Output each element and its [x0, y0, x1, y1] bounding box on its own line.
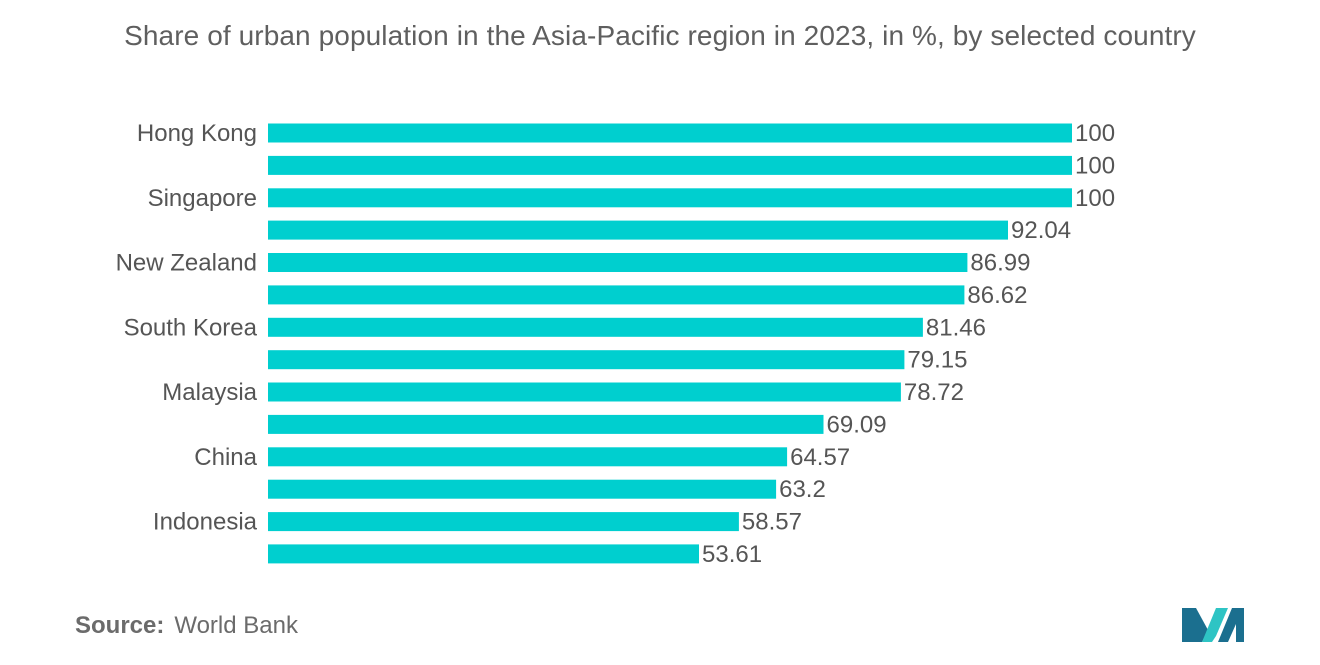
source-label: Source: — [75, 612, 165, 639]
bar — [268, 512, 739, 532]
bar-value-label: 64.57 — [790, 444, 850, 471]
category-label: Malaysia — [162, 379, 257, 406]
bar — [268, 317, 923, 337]
category-label: Hong Kong — [137, 120, 257, 147]
bar-value-label: 69.09 — [827, 411, 887, 438]
bar — [268, 414, 824, 434]
bar — [268, 447, 788, 467]
mordor-intelligence-logo-icon — [1182, 608, 1244, 642]
bar — [268, 123, 1072, 143]
bar — [268, 350, 905, 370]
chart-title: Share of urban population in the Asia-Pa… — [124, 20, 1196, 51]
category-label: Indonesia — [153, 509, 258, 536]
bar — [268, 285, 965, 305]
category-label: New Zealand — [116, 250, 257, 277]
bar — [268, 253, 968, 272]
bar-value-label: 86.99 — [970, 250, 1030, 277]
bar-value-label: 79.15 — [907, 347, 967, 374]
bar — [268, 220, 1008, 240]
bar-value-label: 53.61 — [702, 541, 762, 568]
source-value: World Bank — [174, 612, 298, 639]
bar — [268, 188, 1072, 208]
bar-value-label: 78.72 — [904, 379, 964, 406]
bar-value-label: 58.57 — [742, 509, 802, 536]
category-label: Singapore — [148, 185, 257, 212]
category-label: China — [194, 444, 257, 471]
bar-value-label: 63.2 — [779, 476, 826, 503]
bar-value-label: 81.46 — [926, 314, 986, 341]
bar — [268, 382, 901, 402]
bar — [268, 155, 1072, 175]
source-note: Source: World Bank — [75, 612, 298, 640]
bar-value-label: 100 — [1075, 152, 1115, 179]
bar-value-label: 86.62 — [967, 282, 1027, 309]
category-label: South Korea — [124, 314, 258, 341]
bar-value-label: 92.04 — [1011, 217, 1071, 244]
bar-value-label: 100 — [1075, 120, 1115, 147]
bar — [268, 479, 777, 499]
bar — [268, 544, 699, 564]
bar-value-label: 100 — [1075, 185, 1115, 212]
